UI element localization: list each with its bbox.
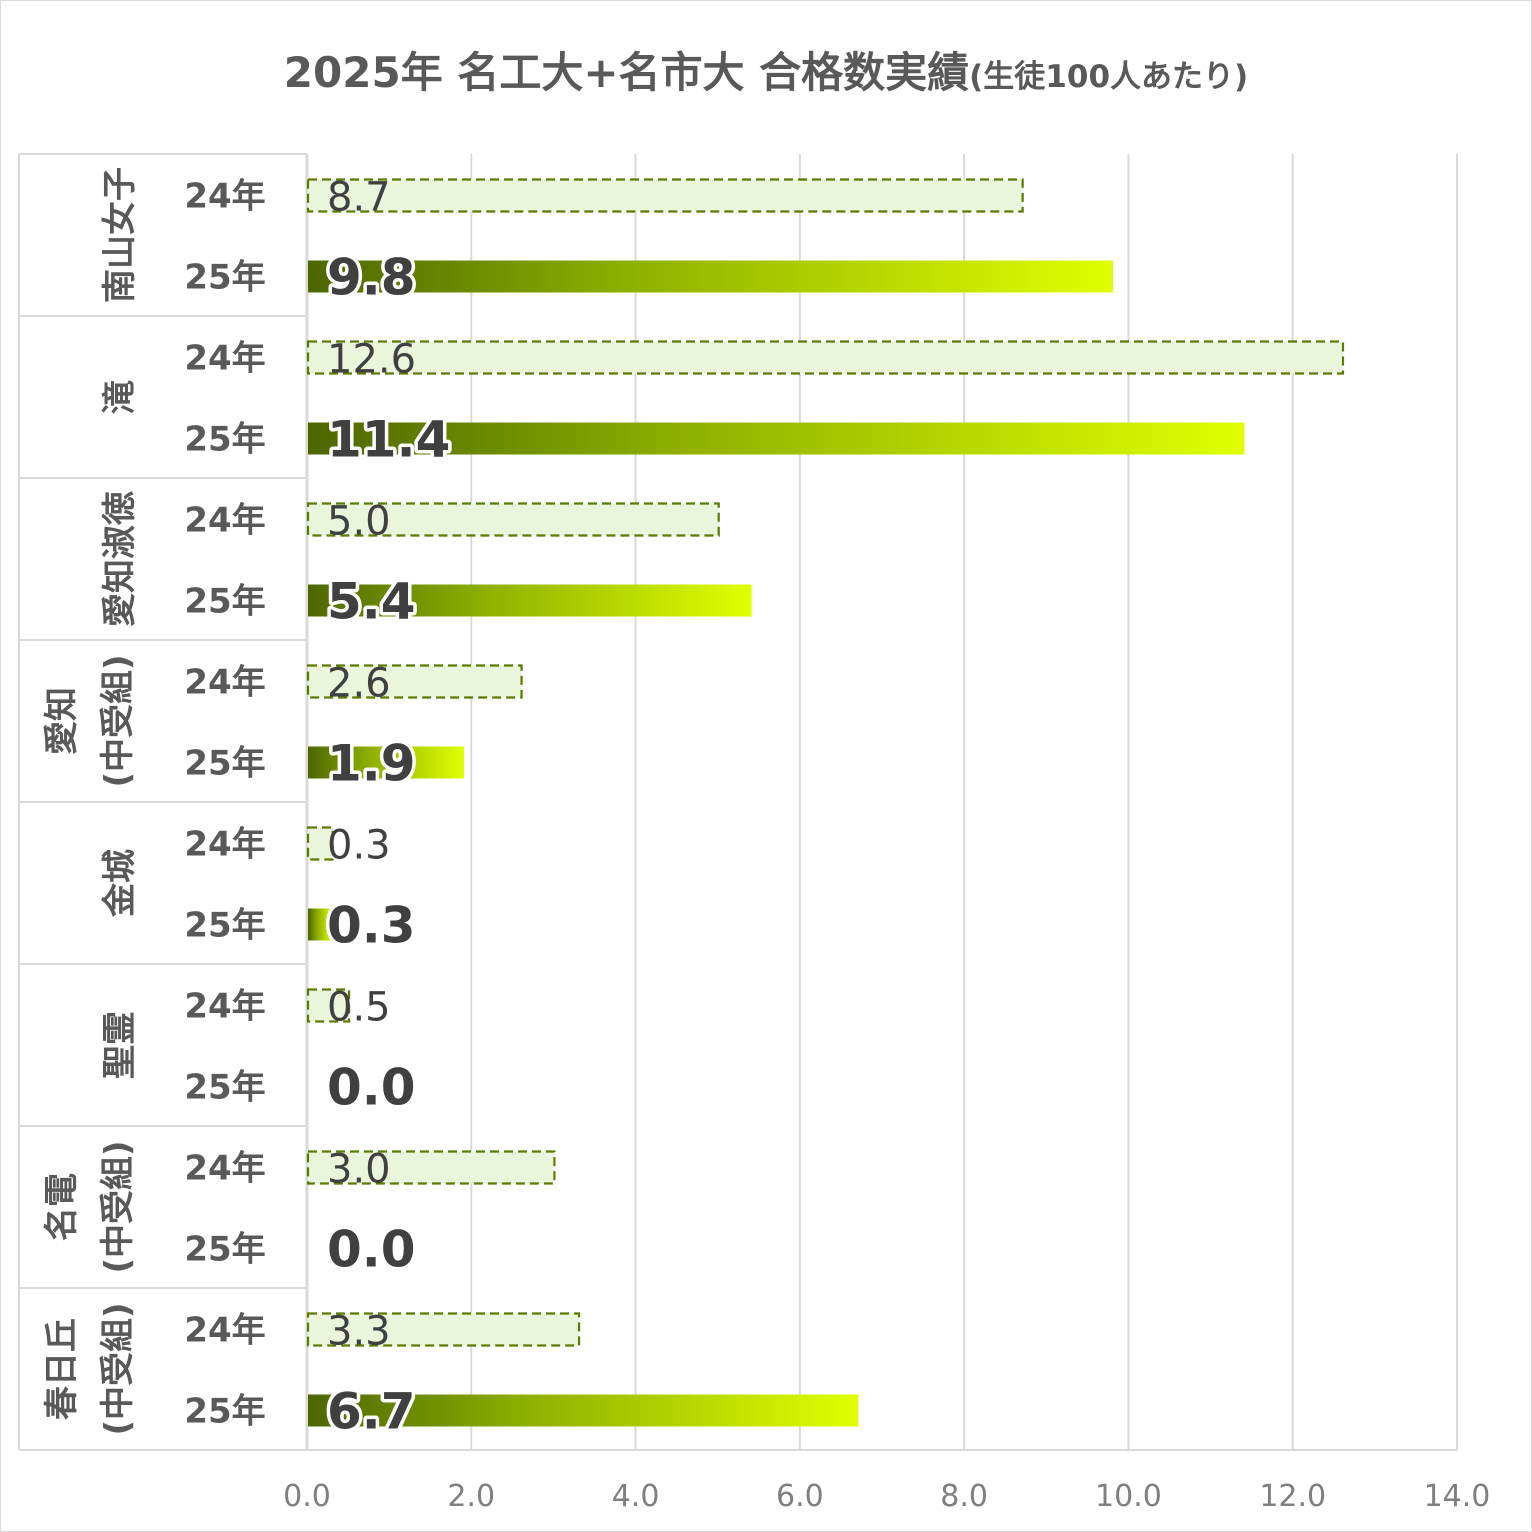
bar-24 <box>306 826 334 861</box>
data-label-25: 0.0 <box>327 1221 416 1279</box>
bar-25 <box>308 260 1113 293</box>
group-label: 聖霊 <box>100 1011 140 1079</box>
year-label: 24年 <box>184 825 265 865</box>
group-label: 金城 <box>100 849 140 918</box>
x-tick-label: 0.0 <box>283 1479 331 1514</box>
bar-25 <box>308 422 1245 455</box>
data-label-24: 3.3 <box>327 1309 391 1355</box>
x-axis-ticks: 0.0 2.0 4.0 6.0 8.0 10.0 12.0 14.0 <box>283 1479 1490 1514</box>
year-label: 25年 <box>184 744 265 784</box>
data-label-25: 0.3 <box>327 897 416 955</box>
x-tick-label: 10.0 <box>1095 1479 1162 1514</box>
data-label-25: 0.0 <box>327 1059 416 1117</box>
year-label: 24年 <box>184 1311 265 1351</box>
group-label: 南山女子 <box>100 167 140 303</box>
group-label-line: (中受組) <box>98 654 138 787</box>
bar-24 <box>306 502 720 537</box>
bar-25 <box>308 584 752 617</box>
year-label: 24年 <box>184 339 265 379</box>
group-label-line: (中受組) <box>98 1140 138 1273</box>
chart-title: 2025年 名工大+名市大 合格数実績(生徒100人あたり) <box>284 48 1248 97</box>
year-label: 25年 <box>184 1392 265 1432</box>
data-label-25: 1.9 <box>327 735 416 793</box>
group-label: 滝 <box>100 380 140 414</box>
year-label: 24年 <box>184 663 265 703</box>
group-label-line: 滝 <box>100 380 140 414</box>
bar-25 <box>308 746 465 779</box>
x-tick-label: 4.0 <box>612 1479 660 1514</box>
year-label: 24年 <box>184 177 265 217</box>
bars: 8.7 9.8 12.6 11.4 5.0 5.4 2.6 1.9 0.3 0.3 0.5 0.0 3.… <box>306 175 1345 1444</box>
year-label: 25年 <box>184 906 265 946</box>
data-label-25: 6.7 <box>327 1383 416 1441</box>
x-tick-label: 8.0 <box>940 1479 988 1514</box>
group-label-line: 春日丘 <box>42 1318 82 1420</box>
bar-24 <box>306 178 1024 213</box>
bar-24 <box>306 340 1345 375</box>
data-label-25: 5.4 <box>327 573 416 631</box>
year-label: 25年 <box>184 420 265 460</box>
group-label-line: 愛知淑徳 <box>100 491 140 627</box>
data-label-24: 8.7 <box>327 175 391 221</box>
year-label: 24年 <box>184 987 265 1027</box>
data-label-24: 12.6 <box>327 337 416 383</box>
data-label-24: 5.0 <box>327 499 391 545</box>
group-label-line: 聖霊 <box>100 1011 140 1079</box>
group-label: 名電 (中受組) <box>42 1140 138 1273</box>
x-tick-label: 2.0 <box>447 1479 495 1514</box>
year-label: 24年 <box>184 1149 265 1189</box>
group-label-line: 名電 <box>42 1173 82 1241</box>
group-label-line: (中受組) <box>98 1302 138 1435</box>
year-label: 25年 <box>184 258 265 298</box>
chart-subtitle: (生徒100人あたり) <box>969 59 1248 95</box>
x-tick-label: 14.0 <box>1424 1479 1491 1514</box>
bar-25 <box>308 1394 859 1427</box>
data-label-24: 0.3 <box>327 823 391 869</box>
data-label-25: 11.4 <box>327 411 450 469</box>
x-tick-label: 6.0 <box>776 1479 824 1514</box>
chart-title-main: 2025年 名工大+名市大 合格数実績 <box>284 48 969 97</box>
bar-24 <box>306 988 351 1023</box>
group-label-line: 金城 <box>100 849 140 918</box>
group-label: 愛知 (中受組) <box>42 654 138 787</box>
group-label: 愛知淑徳 <box>100 491 140 627</box>
year-label: 25年 <box>184 1230 265 1270</box>
bar-25 <box>308 908 333 941</box>
year-label: 25年 <box>184 582 265 622</box>
data-label-24: 0.5 <box>327 985 391 1031</box>
group-label-line: 南山女子 <box>100 167 140 303</box>
group-label-line: 愛知 <box>42 687 82 755</box>
year-label: 25年 <box>184 1068 265 1108</box>
bar-24 <box>306 664 523 699</box>
bar-24 <box>306 1150 556 1185</box>
x-tick-label: 12.0 <box>1259 1479 1326 1514</box>
data-label-24: 2.6 <box>327 661 391 707</box>
year-label: 24年 <box>184 501 265 541</box>
group-label: 春日丘 (中受組) <box>42 1302 138 1435</box>
data-label-24: 3.0 <box>327 1147 391 1193</box>
bar-24 <box>306 1312 581 1347</box>
data-label-25: 9.8 <box>327 249 416 307</box>
